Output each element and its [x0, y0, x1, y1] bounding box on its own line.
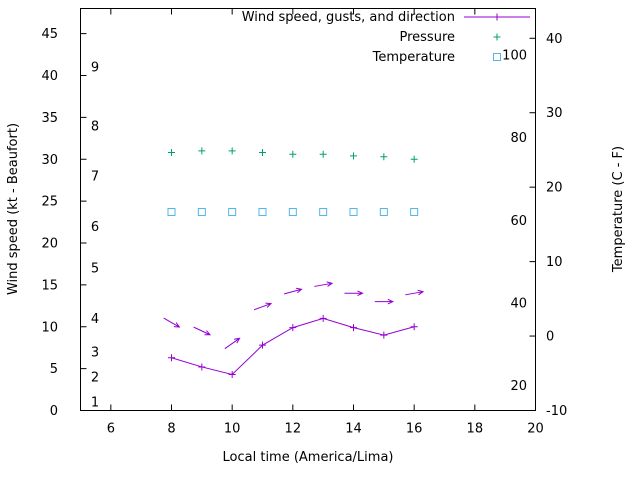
plot-border [80, 8, 536, 411]
beaufort-scale-label: 4 [91, 312, 99, 327]
y-tick-label-kt: 0 [50, 404, 58, 419]
legend-label-pressure: Pressure [399, 30, 455, 45]
wind-speed-marker [410, 323, 418, 331]
x-tick-label: 6 [107, 422, 115, 437]
gust-direction-arrow [193, 326, 212, 336]
wind-speed-marker [228, 370, 236, 378]
y-tick-label-kt: 20 [41, 237, 58, 252]
wind-speed-marker [319, 314, 327, 322]
gust-direction-arrow [314, 281, 334, 287]
y2-tick-label-celsius: 0 [546, 330, 554, 345]
legend-temperature-sample-marker [493, 53, 501, 61]
pressure-marker [319, 150, 327, 158]
temperature-marker [288, 207, 297, 216]
x-tick-label: 16 [406, 422, 423, 437]
y-axis-title: Wind speed (kt - Beaufort) [6, 123, 21, 295]
temperature-marker [258, 207, 267, 216]
temperature-marker [379, 207, 388, 216]
temperature-marker [228, 207, 237, 216]
x-tick-label: 14 [345, 422, 362, 437]
temperature-marker [197, 207, 206, 216]
beaufort-scale-label: 8 [91, 119, 99, 134]
x-tick-label: 10 [224, 422, 241, 437]
gust-direction-arrow [253, 302, 273, 311]
wind-speed-marker [259, 341, 266, 349]
fahrenheit-scale-label: 100 [502, 48, 527, 63]
generated-plot-elements: 6 8 10 12 14 16 18 2005101520253035404512345678… [41, 8, 567, 437]
y-tick-label-kt: 25 [41, 195, 58, 210]
y-tick-label-kt: 45 [41, 27, 58, 42]
pressure-marker [380, 153, 388, 161]
beaufort-scale-label: 7 [91, 170, 99, 185]
beaufort-scale-label: 9 [91, 61, 99, 76]
pressure-marker [228, 147, 236, 155]
legend-label-wind: Wind speed, gusts, and direction [242, 10, 455, 25]
temperature-marker [349, 207, 358, 216]
fahrenheit-scale-label: 80 [510, 131, 527, 146]
pressure-marker [289, 150, 297, 158]
gust-direction-arrow [284, 287, 303, 295]
y2-tick-label-celsius: 40 [546, 32, 563, 47]
x-axis-title: Local time (America/Lima) [223, 450, 394, 465]
pressure-marker [198, 147, 206, 155]
x-tick-label: 12 [285, 422, 302, 437]
y-tick-label-kt: 15 [41, 278, 58, 293]
temperature-marker [167, 207, 176, 216]
y-tick-label-kt: 35 [41, 111, 58, 126]
temperature-marker [410, 207, 419, 216]
y-tick-label-kt: 5 [50, 362, 58, 377]
pressure-marker [168, 149, 175, 157]
beaufort-scale-label: 5 [91, 262, 99, 277]
fahrenheit-scale-label: 40 [510, 296, 527, 311]
pressure-marker [259, 149, 266, 157]
gust-direction-arrow [374, 298, 395, 305]
temperature-marker [319, 207, 328, 216]
y2-tick-label-celsius: -10 [546, 404, 567, 419]
legend-pressure-sample-marker [493, 33, 501, 41]
y2-axis-title: Temperature (C - F) [611, 146, 626, 273]
pressure-marker [410, 155, 418, 163]
beaufort-scale-label: 3 [91, 345, 99, 360]
y-tick-label-kt: 30 [41, 153, 58, 168]
wind-speed-marker [168, 354, 175, 362]
beaufort-scale-label: 1 [91, 396, 99, 411]
legend-wind-sample-marker [493, 13, 501, 21]
wind-speed-marker [350, 324, 357, 332]
wind-speed-marker [289, 324, 297, 332]
wind-speed-marker [198, 363, 206, 371]
y-tick-label-kt: 10 [41, 320, 58, 335]
pressure-marker [350, 152, 357, 160]
gust-direction-arrow [405, 289, 425, 296]
fahrenheit-scale-label: 20 [510, 379, 527, 394]
beaufort-scale-label: 2 [91, 371, 99, 386]
gust-direction-arrow [224, 337, 241, 350]
beaufort-scale-label: 6 [91, 220, 99, 235]
y2-tick-label-celsius: 20 [546, 181, 563, 196]
y-tick-label-kt: 40 [41, 69, 58, 84]
gust-direction-arrow [163, 317, 181, 328]
legend-label-temperature: Temperature [372, 50, 455, 65]
x-tick-label: 8 [167, 422, 175, 437]
wind-speed-marker [380, 331, 388, 339]
x-tick-label: 20 [527, 422, 544, 437]
gust-direction-arrow [344, 290, 364, 297]
y2-tick-label-celsius: 30 [546, 106, 563, 121]
x-tick-label: 18 [467, 422, 484, 437]
y2-tick-label-celsius: 10 [546, 255, 563, 270]
fahrenheit-scale-label: 60 [510, 214, 527, 229]
